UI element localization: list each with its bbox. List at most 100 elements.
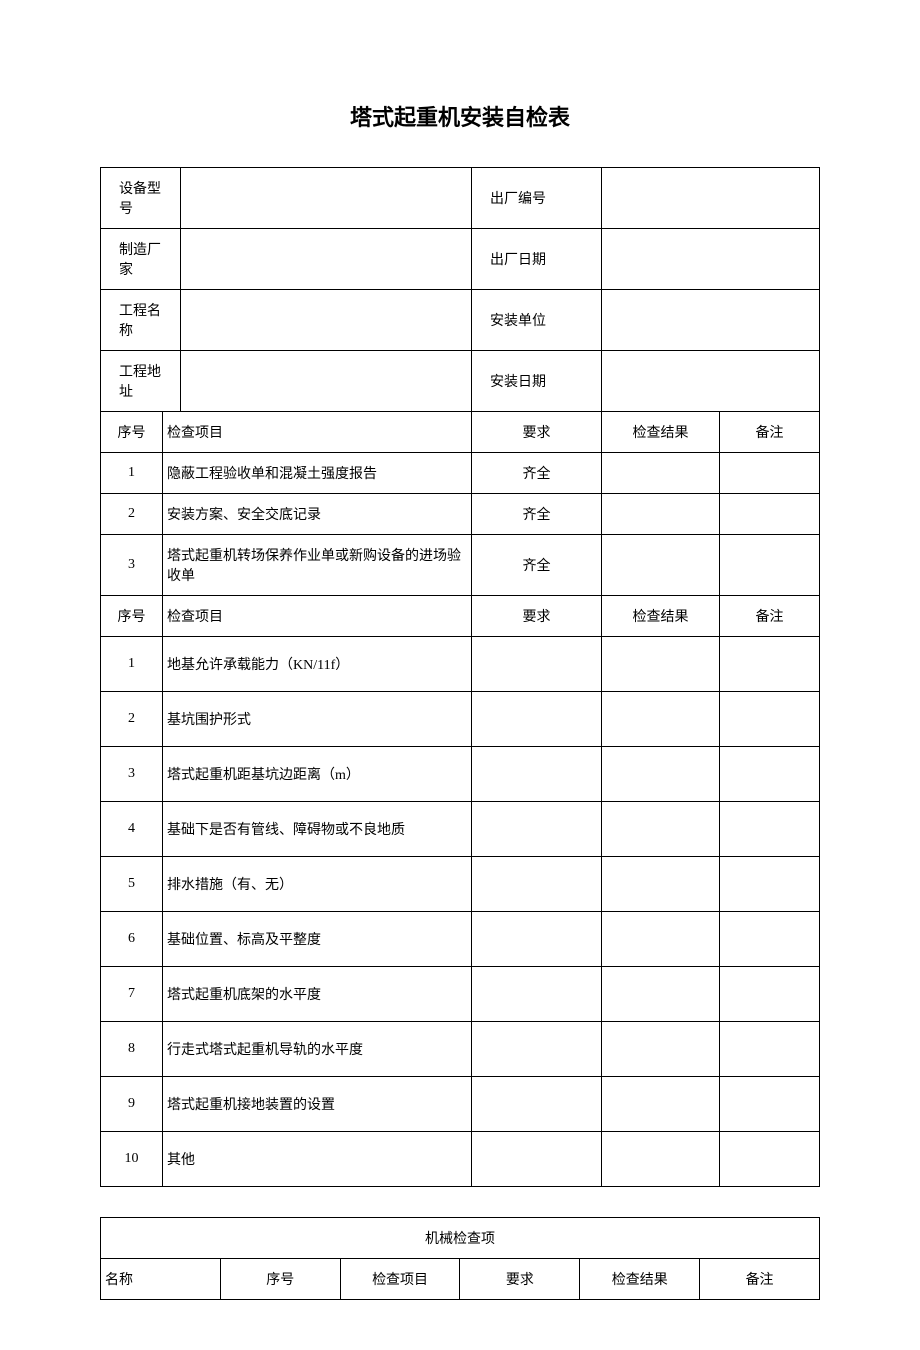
label-device-model: 设备型号 [101, 168, 181, 229]
cell-result [602, 912, 720, 967]
cell-seq: 10 [101, 1132, 163, 1187]
col-remark: 备注 [700, 1259, 820, 1300]
cell-result [602, 535, 720, 596]
cell-requirement [472, 692, 602, 747]
cell-result [602, 453, 720, 494]
col-seq: 序号 [101, 596, 163, 637]
mechanical-section-title: 机械检查项 [101, 1218, 820, 1259]
table-row: 5排水措施（有、无） [101, 857, 820, 912]
cell-seq: 8 [101, 1022, 163, 1077]
info-row: 设备型号 出厂编号 [101, 168, 820, 229]
cell-seq: 2 [101, 494, 163, 535]
cell-seq: 1 [101, 453, 163, 494]
header-row-1: 序号 检查项目 要求 检查结果 备注 [101, 412, 820, 453]
cell-remark [720, 535, 820, 596]
cell-result [602, 857, 720, 912]
cell-seq: 6 [101, 912, 163, 967]
cell-item: 塔式起重机转场保养作业单或新购设备的进场验收单 [163, 535, 472, 596]
cell-remark [720, 637, 820, 692]
cell-item: 地基允许承载能力（KN/11f） [163, 637, 472, 692]
cell-remark [720, 802, 820, 857]
cell-item: 塔式起重机距基坑边距离（m） [163, 747, 472, 802]
cell-result [602, 1022, 720, 1077]
table-row: 9塔式起重机接地装置的设置 [101, 1077, 820, 1132]
label-install-date: 安装日期 [472, 351, 602, 412]
table-row: 8行走式塔式起重机导轨的水平度 [101, 1022, 820, 1077]
col-remark: 备注 [720, 412, 820, 453]
cell-requirement [472, 1022, 602, 1077]
cell-seq: 3 [101, 747, 163, 802]
table-row: 4基础下是否有管线、障碍物或不良地质 [101, 802, 820, 857]
cell-seq: 5 [101, 857, 163, 912]
value-install-unit [602, 290, 820, 351]
mechanical-inspection-table: 机械检查项 名称 序号 检查项目 要求 检查结果 备注 [100, 1217, 820, 1300]
cell-remark [720, 1022, 820, 1077]
label-factory-date: 出厂日期 [472, 229, 602, 290]
document-title: 塔式起重机安装自检表 [100, 100, 820, 132]
info-row: 制造厂家 出厂日期 [101, 229, 820, 290]
col-req: 要求 [460, 1259, 580, 1300]
table-row: 7塔式起重机底架的水平度 [101, 967, 820, 1022]
cell-result [602, 747, 720, 802]
col-remark: 备注 [720, 596, 820, 637]
cell-item: 隐蔽工程验收单和混凝土强度报告 [163, 453, 472, 494]
cell-result [602, 637, 720, 692]
table-row: 1地基允许承载能力（KN/11f） [101, 637, 820, 692]
cell-seq: 9 [101, 1077, 163, 1132]
col-result: 检查结果 [580, 1259, 700, 1300]
value-device-model [181, 168, 472, 229]
col-req: 要求 [472, 412, 602, 453]
cell-item: 其他 [163, 1132, 472, 1187]
value-factory-number [602, 168, 820, 229]
cell-item: 基坑围护形式 [163, 692, 472, 747]
table-row: 3塔式起重机距基坑边距离（m） [101, 747, 820, 802]
value-project-name [181, 290, 472, 351]
info-row: 工程名称 安装单位 [101, 290, 820, 351]
cell-item: 基础下是否有管线、障碍物或不良地质 [163, 802, 472, 857]
value-manufacturer [181, 229, 472, 290]
info-row: 工程地址 安装日期 [101, 351, 820, 412]
cell-seq: 7 [101, 967, 163, 1022]
col-name: 名称 [101, 1259, 221, 1300]
cell-remark [720, 967, 820, 1022]
cell-requirement: 齐全 [472, 494, 602, 535]
cell-remark [720, 857, 820, 912]
cell-requirement [472, 802, 602, 857]
table-row: 1隐蔽工程验收单和混凝土强度报告齐全 [101, 453, 820, 494]
cell-requirement [472, 912, 602, 967]
cell-requirement [472, 967, 602, 1022]
cell-requirement [472, 1077, 602, 1132]
cell-requirement [472, 747, 602, 802]
col-item: 检查项目 [163, 596, 472, 637]
cell-seq: 4 [101, 802, 163, 857]
table-row: 6基础位置、标高及平整度 [101, 912, 820, 967]
value-project-address [181, 351, 472, 412]
value-install-date [602, 351, 820, 412]
cell-remark [720, 747, 820, 802]
col-seq: 序号 [220, 1259, 340, 1300]
cell-item: 排水措施（有、无） [163, 857, 472, 912]
cell-item: 行走式塔式起重机导轨的水平度 [163, 1022, 472, 1077]
mechanical-header-row: 名称 序号 检查项目 要求 检查结果 备注 [101, 1259, 820, 1300]
cell-remark [720, 692, 820, 747]
cell-item: 安装方案、安全交底记录 [163, 494, 472, 535]
label-manufacturer: 制造厂家 [101, 229, 181, 290]
col-result: 检查结果 [602, 412, 720, 453]
value-factory-date [602, 229, 820, 290]
cell-result [602, 1132, 720, 1187]
col-item: 检查项目 [163, 412, 472, 453]
cell-result [602, 494, 720, 535]
cell-requirement [472, 1132, 602, 1187]
cell-seq: 2 [101, 692, 163, 747]
cell-item: 塔式起重机底架的水平度 [163, 967, 472, 1022]
table-row: 2安装方案、安全交底记录齐全 [101, 494, 820, 535]
label-project-name: 工程名称 [101, 290, 181, 351]
cell-remark [720, 494, 820, 535]
cell-requirement: 齐全 [472, 453, 602, 494]
table-row: 2基坑围护形式 [101, 692, 820, 747]
cell-result [602, 692, 720, 747]
cell-result [602, 967, 720, 1022]
cell-remark [720, 912, 820, 967]
col-result: 检查结果 [602, 596, 720, 637]
cell-result [602, 1077, 720, 1132]
